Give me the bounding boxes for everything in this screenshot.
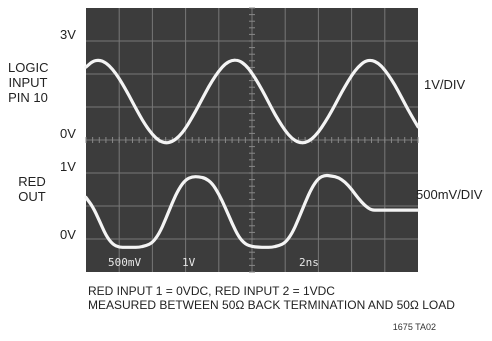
trace-1-line	[84, 58, 420, 145]
trace2-top-label: 1V	[60, 159, 76, 174]
trace1-name-line2: INPUT	[8, 75, 48, 90]
figure-id: 1675 TA02	[392, 322, 436, 332]
trace1-name: LOGIC INPUT PIN 10	[8, 60, 48, 105]
readout-3: 2ns	[299, 256, 319, 269]
trace2-name-line1: RED	[18, 174, 46, 189]
trace2-name: RED OUT	[14, 174, 50, 204]
note-line-1: RED INPUT 1 = 0VDC, RED INPUT 2 = 1VDC	[88, 284, 335, 298]
trace1-top-label: 3V	[60, 27, 76, 42]
trace2-zero-label: 0V	[60, 227, 76, 242]
trace1-name-line1: LOGIC	[8, 60, 49, 75]
readout-1: 500mV	[108, 256, 141, 269]
note-line-2: MEASURED BETWEEN 50Ω BACK TERMINATION AN…	[88, 298, 455, 312]
trace1-name-line3: PIN 10	[8, 90, 48, 105]
trace2-name-line2: OUT	[18, 189, 46, 204]
trace1-scale-label: 1V/DIV	[424, 77, 466, 92]
readout-2: 1V	[182, 256, 196, 269]
trace-2-line	[84, 173, 420, 249]
trace2-scale-label: 500mV/DIV	[416, 187, 483, 202]
trace1-zero-label: 0V	[60, 126, 76, 141]
